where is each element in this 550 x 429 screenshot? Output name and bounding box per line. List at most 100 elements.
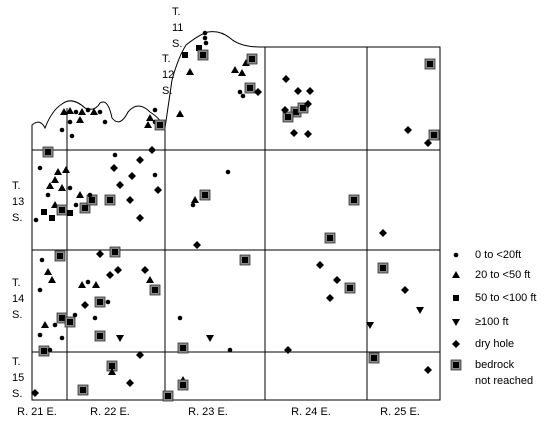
well-symbol <box>242 257 248 263</box>
well-symbol <box>57 253 63 259</box>
well-symbol <box>326 294 334 302</box>
well-symbol <box>37 287 43 293</box>
label: S. <box>12 309 22 321</box>
well-symbol <box>304 100 312 108</box>
well-symbol <box>59 207 65 213</box>
label: 13 <box>12 196 24 208</box>
well-symbol <box>453 252 459 258</box>
label: R. 22 E. <box>90 406 130 418</box>
well-symbol <box>114 266 122 274</box>
label: 12 <box>162 69 174 81</box>
well-symbol <box>78 108 86 115</box>
well-symbol <box>136 214 144 222</box>
wells <box>31 30 440 402</box>
well-symbol <box>81 301 89 309</box>
well-symbol <box>154 186 162 194</box>
well-symbol <box>136 351 144 359</box>
label: T. <box>12 356 21 368</box>
well-symbol <box>126 196 134 204</box>
well-symbol <box>76 191 84 198</box>
label: T. <box>12 277 21 289</box>
label: bedrock <box>475 359 515 371</box>
well-symbol <box>327 235 333 241</box>
well-symbol <box>401 286 409 294</box>
label: R. 25 E. <box>380 406 420 418</box>
well-symbol <box>96 250 104 258</box>
legend <box>450 252 462 371</box>
well-symbol <box>247 85 253 91</box>
well-symbol <box>62 166 70 173</box>
well-symbol <box>31 389 39 397</box>
well-symbol <box>238 69 246 76</box>
well-symbol <box>97 333 103 339</box>
label: S. <box>172 38 182 50</box>
well-symbol <box>306 87 314 95</box>
well-symbol <box>186 68 194 75</box>
well-symbol <box>240 93 246 99</box>
well-symbol <box>59 127 65 133</box>
well-symbol <box>249 56 255 62</box>
well-symbol <box>285 114 291 120</box>
well-symbol <box>97 299 103 305</box>
well-symbol <box>141 266 149 274</box>
well-symbol <box>193 241 201 249</box>
label: R. 21 E. <box>17 406 57 418</box>
well-symbol <box>82 205 88 211</box>
well-symbol <box>290 129 298 137</box>
well-symbol <box>54 168 62 175</box>
well-symbol <box>231 66 239 73</box>
well-symbol <box>46 182 54 189</box>
well-symbol <box>427 61 433 67</box>
well-symbol <box>112 152 118 158</box>
well-symbol <box>281 106 289 114</box>
well-symbol <box>431 132 437 138</box>
well-symbol <box>73 202 79 208</box>
well-symbol <box>146 114 154 121</box>
well-symbol <box>254 88 262 96</box>
well-symbol <box>176 110 184 117</box>
well-symbol <box>58 184 66 191</box>
well-symbol <box>52 322 58 328</box>
label: 50 to <100 ft <box>475 292 536 304</box>
well-symbol <box>148 146 156 154</box>
well-symbol <box>366 322 374 329</box>
label: dry hole <box>475 338 514 350</box>
label: ≥100 ft <box>475 316 509 328</box>
well-symbol <box>41 209 47 215</box>
well-symbol <box>180 382 186 388</box>
well-symbol <box>97 109 103 115</box>
well-symbol <box>136 156 144 164</box>
boundary <box>31 31 441 401</box>
label: T. <box>162 53 171 65</box>
well-symbol <box>126 379 134 387</box>
well-symbol <box>196 45 202 51</box>
well-symbol <box>66 107 74 114</box>
grid <box>31 31 441 401</box>
well-symbol <box>300 105 306 111</box>
well-symbol <box>69 133 75 139</box>
label: not reached <box>475 375 533 387</box>
well-symbol <box>102 119 108 125</box>
well-symbol <box>41 321 49 328</box>
well-symbol <box>452 319 460 326</box>
well-symbol <box>452 340 460 348</box>
well-symbol <box>202 30 208 36</box>
well-symbol <box>333 276 341 284</box>
label: S. <box>12 388 22 400</box>
well-symbol <box>109 363 115 369</box>
well-symbol <box>284 346 292 354</box>
well-symbol <box>177 315 183 321</box>
label: 15 <box>12 372 24 384</box>
well-symbol <box>190 202 196 208</box>
well-symbol <box>76 116 84 123</box>
well-symbol <box>294 87 302 95</box>
well-symbol <box>41 348 47 354</box>
well-symbol <box>200 52 206 58</box>
well-symbol <box>165 393 171 399</box>
well-symbol <box>225 169 231 175</box>
well-symbol <box>47 347 53 353</box>
well-symbol <box>39 257 45 263</box>
well-symbol <box>182 52 188 58</box>
